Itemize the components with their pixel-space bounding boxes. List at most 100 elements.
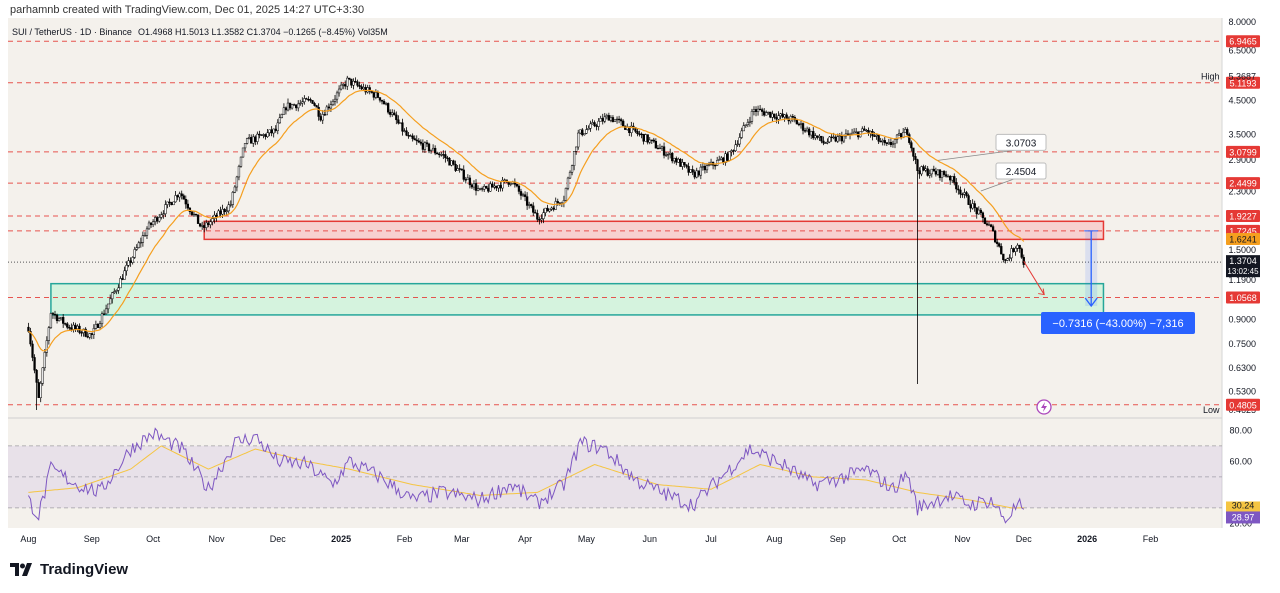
callout-pointer [980,178,1015,192]
candle-body [603,116,606,122]
candle-body [27,326,30,332]
candle-body [783,114,786,118]
x-tick-label: Oct [892,534,907,544]
candle-body [111,292,114,300]
candle-body [168,201,171,203]
candle-body [74,324,77,329]
ema-label: 1.6241 [1229,235,1257,245]
measure-arrowhead [1084,297,1098,308]
candle-body [446,157,449,159]
candle-body [832,136,835,139]
candle-body [924,168,927,171]
candle-body [442,154,445,156]
candle-body [119,278,122,289]
candle-body [852,131,856,134]
candle-body [493,185,496,188]
candle-body [677,158,680,163]
candle-body [855,131,858,133]
candle-body [963,192,966,195]
candle-body [993,230,997,243]
candle-body [681,162,684,167]
candle-body [887,141,891,144]
candle-body [205,222,208,228]
candle-body [411,135,414,139]
y-tick-label: 0.5300 [1228,386,1256,396]
callout-pointer [937,149,1015,161]
candle-body [364,87,367,93]
level-label-bg [1226,398,1260,411]
candle-body [123,270,126,280]
candle-body [456,168,459,171]
candle-body [270,129,273,134]
candle-body [987,224,991,226]
candle-body [76,325,79,329]
candle-body [889,141,893,145]
candle-body [797,123,801,126]
x-tick-label: Apr [518,534,532,544]
projection-arrowhead [1038,288,1045,296]
candle-body [666,153,670,156]
candle-body [258,133,261,136]
symbol-line: SUI / TetherUS · 1D · Binance [12,27,132,37]
candle-body [346,77,349,87]
candle-body [229,204,232,206]
candle-body [808,128,811,136]
candle-body [742,125,745,132]
candle-body [49,313,53,328]
candle-body [693,171,696,178]
x-tick-label: Sep [830,534,846,544]
candle-body [104,308,108,315]
measure-label-bg [1041,312,1195,335]
brand[interactable]: TradingView [10,561,128,578]
candle-body [186,203,190,209]
candle-body [881,140,884,142]
candle-body [912,147,915,157]
candle-body [865,129,868,132]
measure-label: −0.7316 (−43.00%) −7,316 [1052,318,1183,330]
candle-body [393,112,396,116]
candle-body [100,313,104,325]
candle-body [190,211,194,215]
candle-body [895,134,899,140]
candle-body [675,158,678,163]
candle-body [597,120,600,127]
candle-body [252,136,255,144]
candle-body [975,207,978,215]
candle-body [538,219,541,221]
candle-body [429,149,433,152]
candle-body [716,160,719,166]
candle-body [1004,259,1007,261]
candle-body [260,134,263,136]
demand-zone [50,282,1105,316]
candle-body [458,168,461,170]
candle-body [930,168,933,175]
candle-body [113,291,116,294]
candle-body [88,333,91,338]
candle-body [403,130,406,132]
ema-layer [28,89,1025,352]
candle-body [934,170,938,175]
candle-body [638,133,641,135]
candle-body [893,139,897,145]
candle-body [223,208,226,213]
candle-body [779,113,782,116]
candle-body [154,217,157,222]
level-label: 6.9465 [1229,37,1257,47]
x-tick-label: Feb [397,534,413,544]
candle-body [685,164,688,167]
candle-body [421,143,425,150]
candle-body [231,191,234,205]
candle-body [765,112,768,116]
candle-body [405,130,408,136]
candle-body [791,116,794,118]
candle-body [149,222,153,225]
candle-body [985,223,989,226]
candle-body [109,298,112,305]
candle-body [495,185,498,189]
candle-body [203,225,206,228]
candle-body [673,158,676,162]
y-tick-label: 0.6300 [1228,363,1256,373]
candle-body [133,249,136,258]
candle-body [329,104,333,109]
candle-body [730,150,733,153]
